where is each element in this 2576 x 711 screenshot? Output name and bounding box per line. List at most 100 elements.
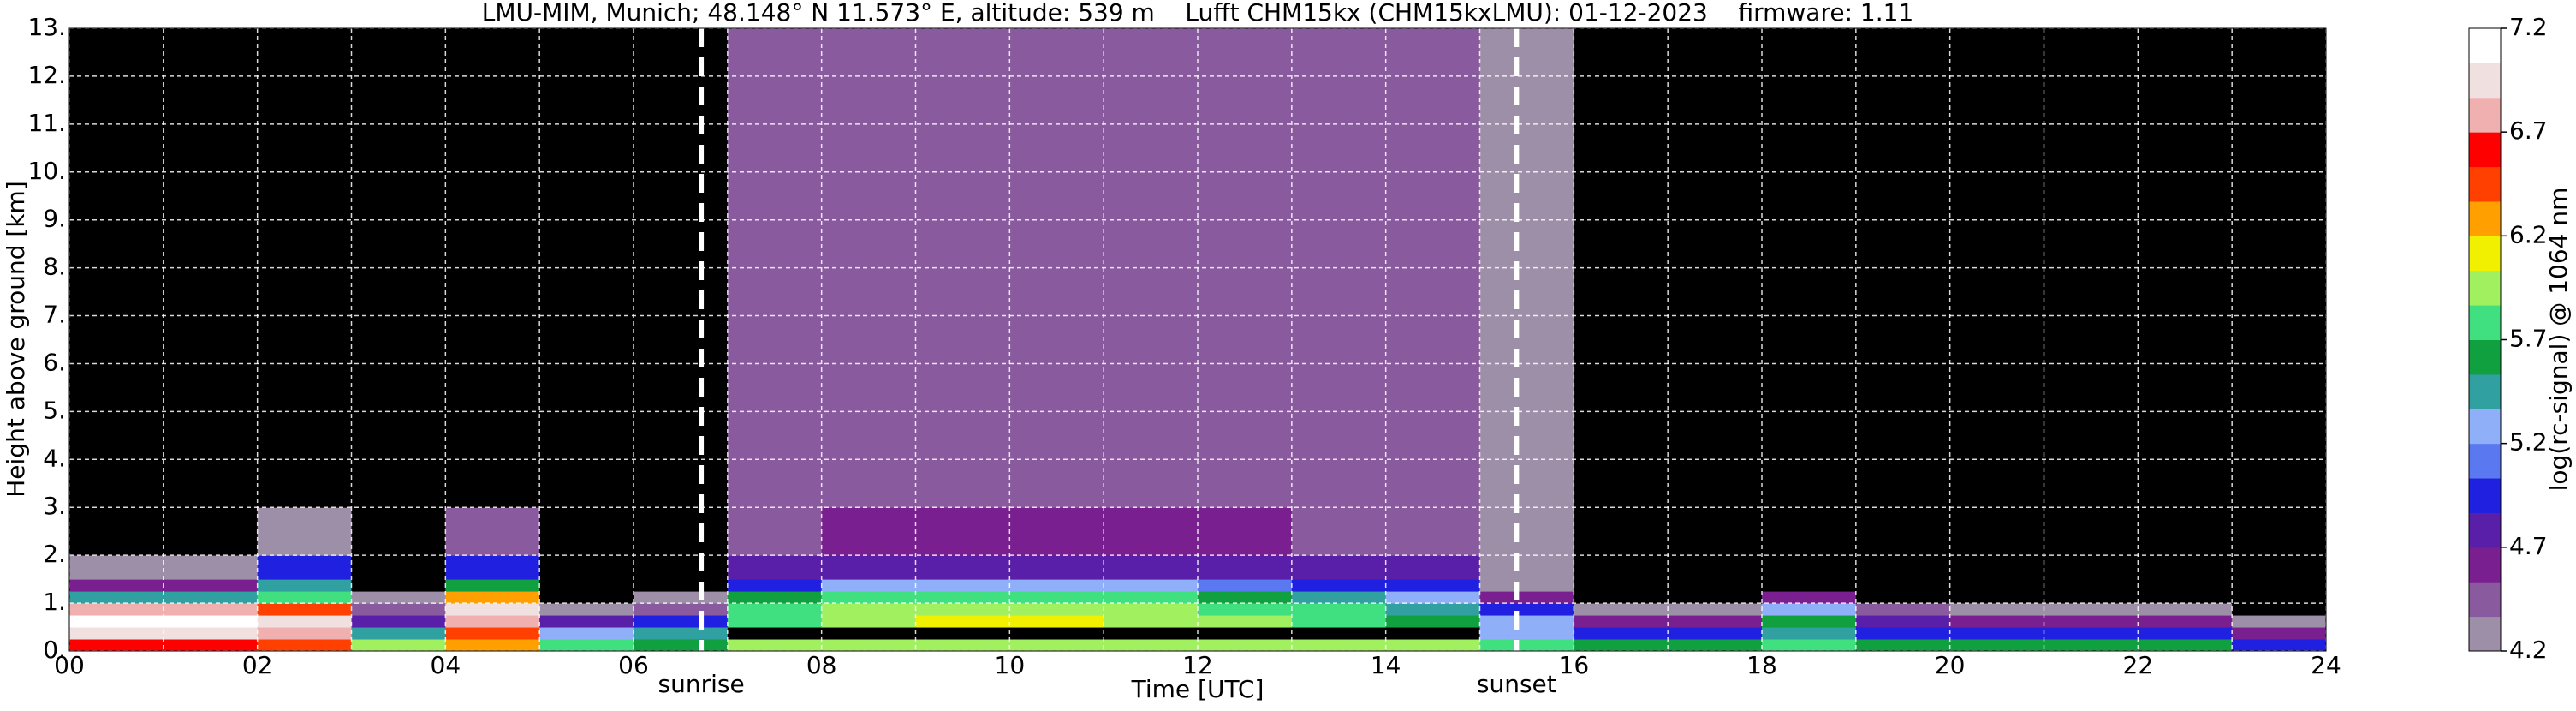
heatmap-cell xyxy=(634,627,729,640)
heatmap-cell xyxy=(1385,507,1480,556)
heatmap-cell xyxy=(445,507,540,556)
heatmap-cell xyxy=(915,459,1010,508)
heatmap-cell xyxy=(1198,75,1293,125)
heatmap-cell xyxy=(163,579,259,592)
heatmap-cell xyxy=(727,171,823,221)
heatmap-cell xyxy=(634,591,729,604)
heatmap-cell xyxy=(1198,219,1293,269)
heatmap-cell xyxy=(539,315,634,364)
heatmap-cell xyxy=(1291,363,1387,412)
heatmap-cell xyxy=(727,507,823,556)
y-tick-label: 1. xyxy=(43,588,66,616)
heatmap-cell xyxy=(727,411,823,460)
heatmap-cell xyxy=(634,615,729,628)
heatmap-cell xyxy=(1762,267,1857,317)
heatmap-cell xyxy=(915,579,1010,592)
heatmap-cell xyxy=(2044,363,2139,412)
heatmap-cell xyxy=(1291,171,1387,221)
heatmap-cell xyxy=(634,459,729,508)
heatmap-cell xyxy=(1762,615,1857,628)
heatmap-cell xyxy=(1291,639,1387,652)
heatmap-cell xyxy=(1668,171,1763,221)
heatmap-cell xyxy=(1668,555,1763,580)
heatmap-cell xyxy=(163,459,259,508)
heatmap-cell xyxy=(351,507,446,556)
heatmap-cell xyxy=(2044,28,2139,77)
heatmap-cell xyxy=(1291,28,1387,77)
heatmap-cell xyxy=(1855,219,1951,269)
heatmap-cell xyxy=(1479,615,1574,628)
heatmap-cell xyxy=(1574,639,1669,652)
y-tick-label: 12. xyxy=(27,61,66,89)
heatmap-cell xyxy=(2232,123,2327,173)
heatmap-cell xyxy=(69,603,164,616)
x-tick-label: 16 xyxy=(1559,651,1590,679)
heatmap-cell xyxy=(1198,627,1293,640)
colorbar-swatch xyxy=(2469,547,2501,583)
colorbar-tick-label: 7.2 xyxy=(2509,13,2548,41)
heatmap-cell xyxy=(1855,411,1951,460)
heatmap-cell xyxy=(1104,627,1199,640)
heatmap-cell xyxy=(539,363,634,412)
heatmap-cell xyxy=(1574,555,1669,580)
heatmap-cell xyxy=(1855,75,1951,125)
heatmap-cell xyxy=(1668,603,1763,616)
heatmap-cell xyxy=(163,627,259,640)
heatmap-cell xyxy=(1104,28,1199,77)
heatmap-cell xyxy=(1762,603,1857,616)
y-tick-label: 2. xyxy=(43,540,66,568)
heatmap-cell xyxy=(163,28,259,77)
heatmap-cell xyxy=(1949,28,2044,77)
heatmap-cell xyxy=(2044,315,2139,364)
heatmap-cell xyxy=(821,28,916,77)
heatmap-cell xyxy=(351,75,446,125)
heatmap-cell xyxy=(69,615,164,628)
heatmap-cell xyxy=(1479,363,1574,412)
heatmap-cell xyxy=(1574,219,1669,269)
heatmap-cell xyxy=(1104,579,1199,592)
heatmap-cell xyxy=(1762,411,1857,460)
heatmap-cell xyxy=(1104,507,1199,556)
heatmap-cell xyxy=(727,267,823,317)
heatmap-cell xyxy=(351,219,446,269)
heatmap-cell xyxy=(2044,459,2139,508)
heatmap-cell xyxy=(445,555,540,580)
heatmap-cell xyxy=(1479,219,1574,269)
heatmap-cell xyxy=(1949,219,2044,269)
heatmap-cell xyxy=(1668,219,1763,269)
heatmap-cell xyxy=(2044,579,2139,592)
heatmap-cell xyxy=(1291,591,1387,604)
heatmap-cell xyxy=(257,123,352,173)
heatmap-cell xyxy=(1668,615,1763,628)
heatmap-cell xyxy=(634,267,729,317)
heatmap-cell xyxy=(1198,591,1293,604)
heatmap-cell xyxy=(351,363,446,412)
heatmap-cell xyxy=(2232,28,2327,77)
heatmap-cell xyxy=(1668,591,1763,604)
heatmap-cell xyxy=(2138,75,2233,125)
heatmap-cell xyxy=(539,219,634,269)
heatmap-cell xyxy=(1385,615,1480,628)
heatmap-cell xyxy=(1198,363,1293,412)
heatmap-cell xyxy=(163,591,259,604)
heatmap-cell xyxy=(257,627,352,640)
heatmap-cell xyxy=(2138,507,2233,556)
heatmap-cell xyxy=(1574,411,1669,460)
heatmap-cell xyxy=(1574,627,1669,640)
colorbar-swatch xyxy=(2469,373,2501,409)
heatmap-cell xyxy=(821,603,916,616)
heatmap-cell xyxy=(539,555,634,580)
heatmap-cell xyxy=(915,639,1010,652)
heatmap-cell xyxy=(915,411,1010,460)
annotation-label: sunset xyxy=(1477,670,1556,698)
y-axis-label: Height above ground [km] xyxy=(2,181,30,498)
heatmap-cell xyxy=(1949,507,2044,556)
colorbar-swatch xyxy=(2469,443,2501,479)
heatmap-cell xyxy=(634,75,729,125)
heatmap-cell xyxy=(2044,615,2139,628)
heatmap-cell xyxy=(1291,555,1387,580)
heatmap-cell xyxy=(2232,75,2327,125)
heatmap-cell xyxy=(821,639,916,652)
heatmap-cell xyxy=(1385,75,1480,125)
heatmap-cell xyxy=(1762,579,1857,592)
